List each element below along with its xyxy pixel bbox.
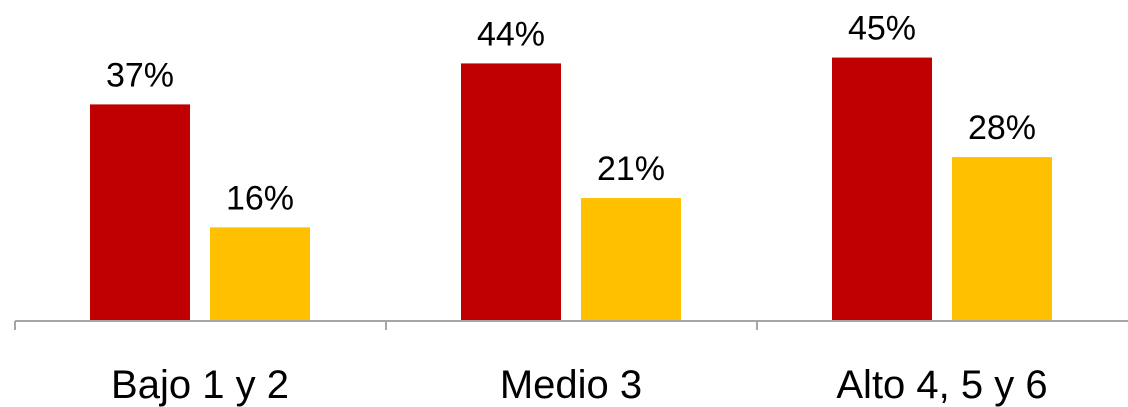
bar-series1-1 <box>90 104 190 321</box>
data-label-series1-2: 44% <box>477 15 545 53</box>
data-label-series1-3: 45% <box>848 10 916 48</box>
category-label-2: Medio 3 <box>500 363 642 407</box>
data-label-series2-1: 16% <box>226 179 294 217</box>
data-label-series2-3: 28% <box>968 109 1036 147</box>
bar-series2-3 <box>952 157 1052 321</box>
bar-series2-2 <box>581 198 681 321</box>
bar-series2-1 <box>210 227 310 321</box>
bar-series1-2 <box>461 63 561 322</box>
category-label-3: Alto 4, 5 y 6 <box>836 363 1047 407</box>
data-label-series2-2: 21% <box>597 150 665 188</box>
data-label-series1-1: 37% <box>106 56 174 94</box>
bar-series1-3 <box>832 57 932 321</box>
category-labels-group: Bajo 1 y 2 Medio 3 Alto 4, 5 y 6 <box>111 363 1048 407</box>
category-label-1: Bajo 1 y 2 <box>111 363 289 407</box>
bars-group <box>90 57 1052 322</box>
value-labels-group: 37% 44% 45% 16% 21% 28% <box>106 10 1036 218</box>
x-axis-ticks <box>14 321 758 330</box>
